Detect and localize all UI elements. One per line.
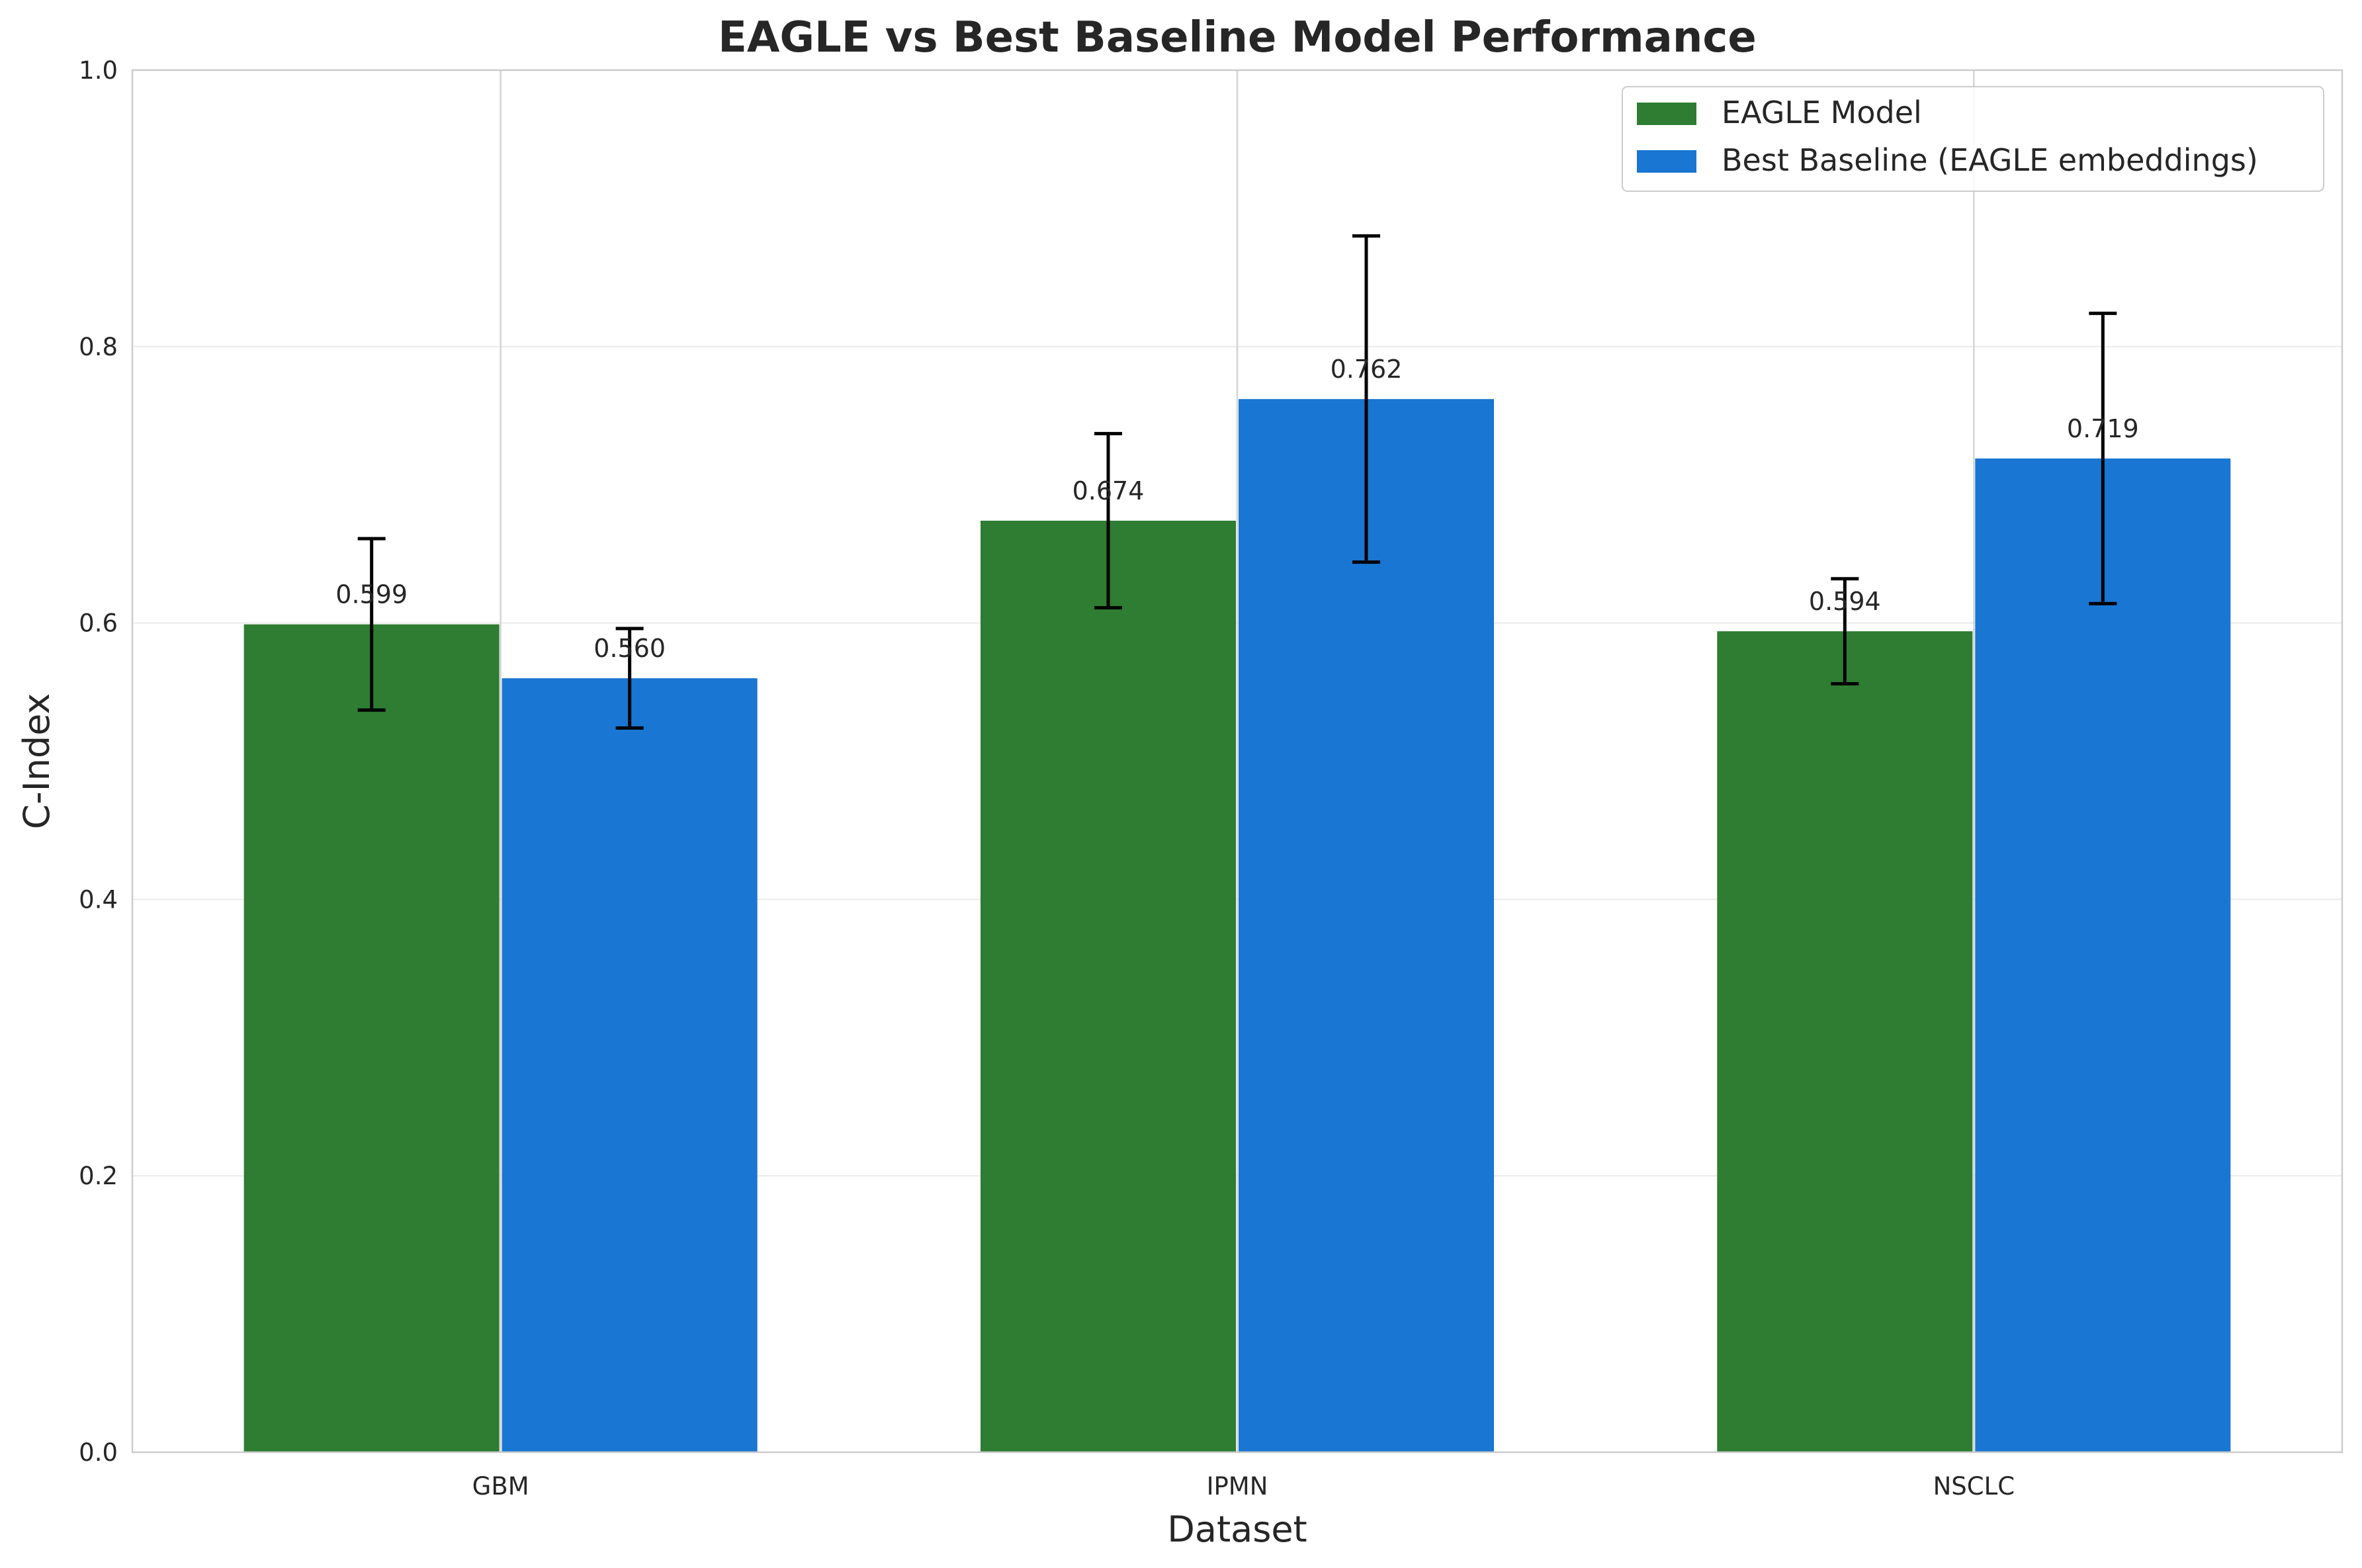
data-label: 0.594 xyxy=(1809,587,1881,616)
data-label: 0.762 xyxy=(1331,355,1403,384)
x-axis-label: Dataset xyxy=(1167,1508,1307,1550)
legend: EAGLE Model Best Baseline (EAGLE embeddin… xyxy=(1622,86,2324,192)
x-tick-label: GBM xyxy=(472,1472,529,1501)
data-label-layer: 0.599 0.674 0.594 0.560 0.762 0.719 xyxy=(335,355,2138,663)
data-label: 0.674 xyxy=(1072,476,1145,505)
legend-box xyxy=(1622,86,2324,192)
bar xyxy=(1975,458,2231,1452)
y-axis-label: C-Index xyxy=(16,693,58,830)
legend-swatch xyxy=(1637,103,1696,125)
legend-swatch xyxy=(1637,150,1696,173)
legend-label: EAGLE Model xyxy=(1722,95,1922,130)
tick-layer: 0.0 0.2 0.4 0.6 0.8 1.0 GBM IPMN NSCLC xyxy=(79,56,2015,1501)
chart-title: EAGLE vs Best Baseline Model Performance xyxy=(718,13,1757,62)
error-bar-layer xyxy=(357,234,2117,730)
y-tick-label: 0.4 xyxy=(79,885,118,914)
y-tick-label: 0.2 xyxy=(79,1162,118,1190)
bar xyxy=(502,678,758,1452)
bar xyxy=(981,521,1236,1453)
bar xyxy=(1717,631,1973,1452)
legend-label: Best Baseline (EAGLE embeddings) xyxy=(1722,142,2258,178)
bar xyxy=(1239,399,1494,1452)
bar-layer xyxy=(243,399,2231,1453)
y-tick-label: 1.0 xyxy=(79,56,118,85)
y-tick-label: 0.0 xyxy=(79,1438,118,1467)
x-tick-label: NSCLC xyxy=(1933,1472,2015,1501)
data-label: 0.599 xyxy=(335,580,408,609)
y-tick-label: 0.6 xyxy=(79,609,118,638)
x-tick-label: IPMN xyxy=(1207,1472,1268,1501)
plot-frame xyxy=(131,69,2343,1454)
bar xyxy=(243,624,500,1453)
y-tick-label: 0.8 xyxy=(79,333,118,361)
data-label: 0.560 xyxy=(593,634,666,663)
data-label: 0.719 xyxy=(2067,414,2139,443)
